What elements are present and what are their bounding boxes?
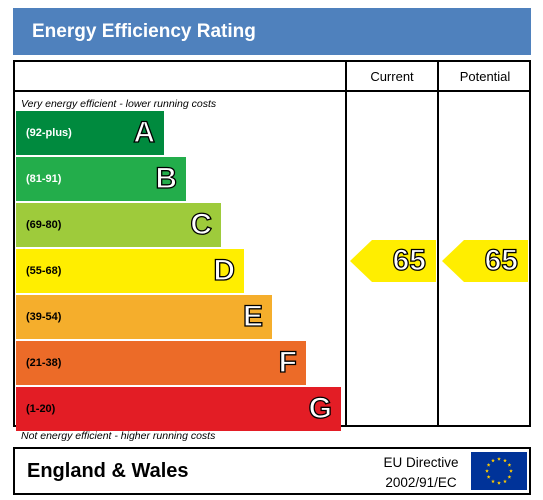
column-divider-potential [437,62,439,425]
current-arrow-shape [350,240,436,282]
band-range-label: (1-20) [26,403,56,415]
band-letter: D [213,253,236,287]
eu-star-icon [507,475,512,479]
eu-star-icon [486,475,491,479]
band-range-label: (39-54) [26,311,62,323]
band-letter: B [155,161,178,195]
band-letter: F [278,345,298,379]
rating-chart: Current Potential Very energy efficient … [13,60,531,442]
eu-star-icon [491,458,495,463]
page-title: Energy Efficiency Rating [32,20,256,42]
eu-star-icon [503,458,507,463]
band-b: (81-91) B [16,157,186,201]
directive-line-1: EU Directive [383,455,459,470]
eu-star-icon [507,463,512,467]
eu-star-icon [486,463,491,467]
band-range-label: (69-80) [26,219,62,231]
band-d: (55-68) D [16,249,244,293]
current-rating-arrow: 65 [350,240,436,282]
footer: England & Wales EU Directive 2002/91/EC [13,447,531,495]
eu-star-icon [503,479,507,484]
band-letter: C [190,207,213,241]
band-letter: E [242,299,263,333]
eu-star-icon [485,469,489,473]
band-g: (1-20) G [16,387,341,431]
eu-star-icon [497,457,501,461]
header-bar: Energy Efficiency Rating [13,8,531,55]
eu-star-icon [509,469,513,473]
column-divider-current [345,62,347,425]
potential-arrow-shape [442,240,528,282]
scale-note-inefficient: Not energy efficient - higher running co… [21,430,216,442]
current-rating-value: 65 [392,243,427,277]
region-label: England & Wales [27,460,189,482]
band-range-label: (92-plus) [26,127,72,139]
directive-line-2: 2002/91/EC [385,475,457,490]
column-header-potential: Potential [459,68,511,84]
eu-directive: EU Directive 2002/91/EC [375,453,467,493]
band-f: (21-38) F [16,341,306,385]
header-divider [15,90,529,92]
band-e: (39-54) E [16,295,272,339]
column-header-current: Current [370,68,414,84]
band-a: (92-plus) A [16,111,164,155]
band-letter: A [133,115,156,149]
band-range-label: (81-91) [26,173,62,185]
band-range-label: (55-68) [26,265,62,277]
potential-rating-value: 65 [484,243,519,277]
band-c: (69-80) C [16,203,221,247]
band-range-label: (21-38) [26,357,62,369]
band-letter: G [308,391,333,425]
scale-note-efficient: Very energy efficient - lower running co… [21,98,217,110]
eu-star-icon [491,479,495,484]
potential-rating-arrow: 65 [442,240,528,282]
eu-flag-icon [471,452,527,490]
eu-star-icon [497,481,501,485]
